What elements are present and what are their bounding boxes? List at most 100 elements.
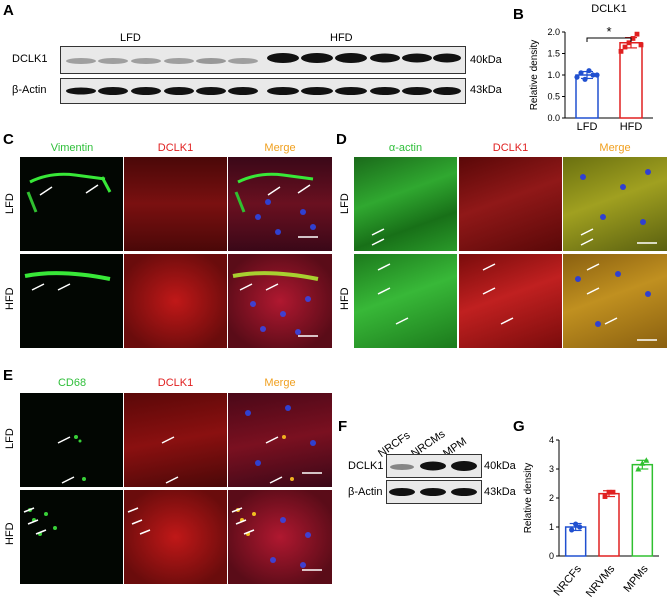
channel-label-dclk1: DCLK1 (157, 142, 194, 154)
data-point (586, 68, 592, 74)
micrograph-d-merge-hfd (563, 254, 667, 348)
western-blot-actin-f (386, 480, 482, 504)
channel-label-merge: Merge (264, 142, 296, 154)
micrograph-e-cd68-lfd (20, 393, 123, 487)
micrograph-d-dclk1-lfd (459, 157, 562, 251)
data-point (618, 48, 624, 54)
x-tick-label: HFD (620, 121, 643, 133)
data-point (630, 36, 636, 41)
kda-label-40: 40kDa (470, 54, 502, 66)
panel-label-d: D (336, 131, 347, 148)
blot-label-dclk1-f: DCLK1 (348, 460, 384, 472)
data-point (582, 76, 588, 82)
bar (575, 74, 599, 119)
data-point (634, 31, 640, 37)
western-blot-dclk1 (60, 46, 466, 74)
data-point (638, 42, 644, 48)
data-point (590, 72, 596, 78)
y-tick-label: 4 (549, 435, 554, 445)
y-tick-label: 1 (549, 522, 554, 532)
data-point (626, 40, 632, 46)
y-tick-label: 2 (549, 493, 554, 503)
significance-bracket (586, 37, 632, 42)
data-point (577, 524, 583, 530)
kda-label-43: 43kDa (470, 84, 502, 96)
group-label-hfd: HFD (330, 32, 353, 44)
data-point (606, 489, 612, 495)
x-tick-label: NRCFs (552, 563, 585, 598)
micrograph-e-merge-hfd (228, 490, 332, 584)
data-point (569, 527, 575, 533)
micrograph-c-dclk1-lfd (124, 157, 227, 251)
y-tick-label: 1.0 (547, 70, 560, 80)
data-point (578, 70, 584, 76)
kda-label-43-f: 43kDa (484, 486, 516, 498)
blot-label-actin: β-Actin (12, 84, 47, 96)
row-label-hfd-e: HFD (4, 522, 16, 545)
channel-label-alpha-actin: α-actin (388, 142, 423, 154)
row-label-lfd: LFD (4, 193, 16, 214)
channel-label-merge-d: Merge (599, 142, 631, 154)
panel-label-f: F (338, 418, 348, 435)
group-label-lfd: LFD (120, 32, 141, 44)
y-tick-label: 0.5 (547, 92, 560, 102)
data-point (622, 44, 628, 50)
panel-label-g: G (513, 418, 525, 435)
channel-label-dclk1-e: DCLK1 (157, 377, 194, 389)
row-label-lfd-e: LFD (4, 428, 16, 449)
micrograph-d-actin-lfd (354, 157, 457, 251)
data-point (643, 457, 650, 463)
bar (598, 492, 620, 557)
micrograph-d-dclk1-hfd (459, 254, 562, 348)
y-tick-label: 3 (549, 464, 554, 474)
data-point (610, 489, 616, 495)
data-point (574, 74, 580, 80)
data-point (635, 466, 642, 472)
chart-g: Relative density 0 1 2 3 4 NRCFs NRVMs MPMs (523, 435, 659, 598)
micrograph-c-dclk1-hfd (124, 254, 227, 348)
panel-label-a: A (3, 2, 14, 19)
x-tick-label: LFD (577, 121, 598, 133)
blot-label-actin-f: β-Actin (348, 486, 383, 498)
y-axis-label: Relative density (523, 463, 534, 534)
data-point (602, 494, 608, 499)
x-tick-label: NRVMs (584, 563, 618, 598)
micrograph-c-vimentin-lfd (20, 157, 123, 251)
kda-label-40-f: 40kDa (484, 460, 516, 472)
micrograph-d-merge-lfd (563, 157, 667, 251)
y-tick-label: 0 (549, 551, 554, 561)
channel-label-merge-e: Merge (264, 377, 296, 389)
y-axis-label: Relative density (529, 40, 540, 111)
blot-label-dclk1: DCLK1 (12, 53, 48, 65)
chart-b: DCLK1 Relative density 0.0 0.5 1.0 1.5 2.0 LFD H… (529, 3, 653, 133)
bar (564, 526, 587, 557)
micrograph-c-merge-hfd (228, 254, 332, 348)
bar (619, 42, 643, 119)
data-point (594, 72, 600, 78)
data-point (573, 521, 579, 527)
bar (631, 463, 654, 557)
row-label-lfd-d: LFD (339, 193, 351, 214)
micrograph-e-merge-lfd (228, 393, 332, 487)
row-label-hfd: HFD (4, 287, 16, 310)
y-tick-label: 1.5 (547, 49, 560, 59)
channel-label-cd68: CD68 (57, 377, 87, 389)
panel-label-c: C (3, 131, 14, 148)
western-blot-dclk1-f (386, 454, 482, 478)
micrograph-c-merge-lfd (228, 157, 332, 251)
panel-label-b: B (513, 6, 524, 23)
micrograph-e-dclk1-lfd (124, 393, 227, 487)
x-tick-label: MPMs (621, 563, 651, 595)
micrograph-c-vimentin-hfd (20, 254, 123, 348)
micrograph-e-dclk1-hfd (124, 490, 227, 584)
y-tick-label: 0.0 (547, 113, 560, 123)
row-label-hfd-d: HFD (339, 287, 351, 310)
data-point (639, 460, 646, 466)
micrograph-e-cd68-hfd (20, 490, 123, 584)
panel-label-e: E (3, 367, 14, 384)
channel-label-dclk1-d: DCLK1 (492, 142, 529, 154)
significance-star: * (606, 24, 611, 39)
western-blot-actin (60, 78, 466, 104)
micrograph-d-actin-hfd (354, 254, 457, 348)
chart-title: DCLK1 (591, 3, 626, 15)
